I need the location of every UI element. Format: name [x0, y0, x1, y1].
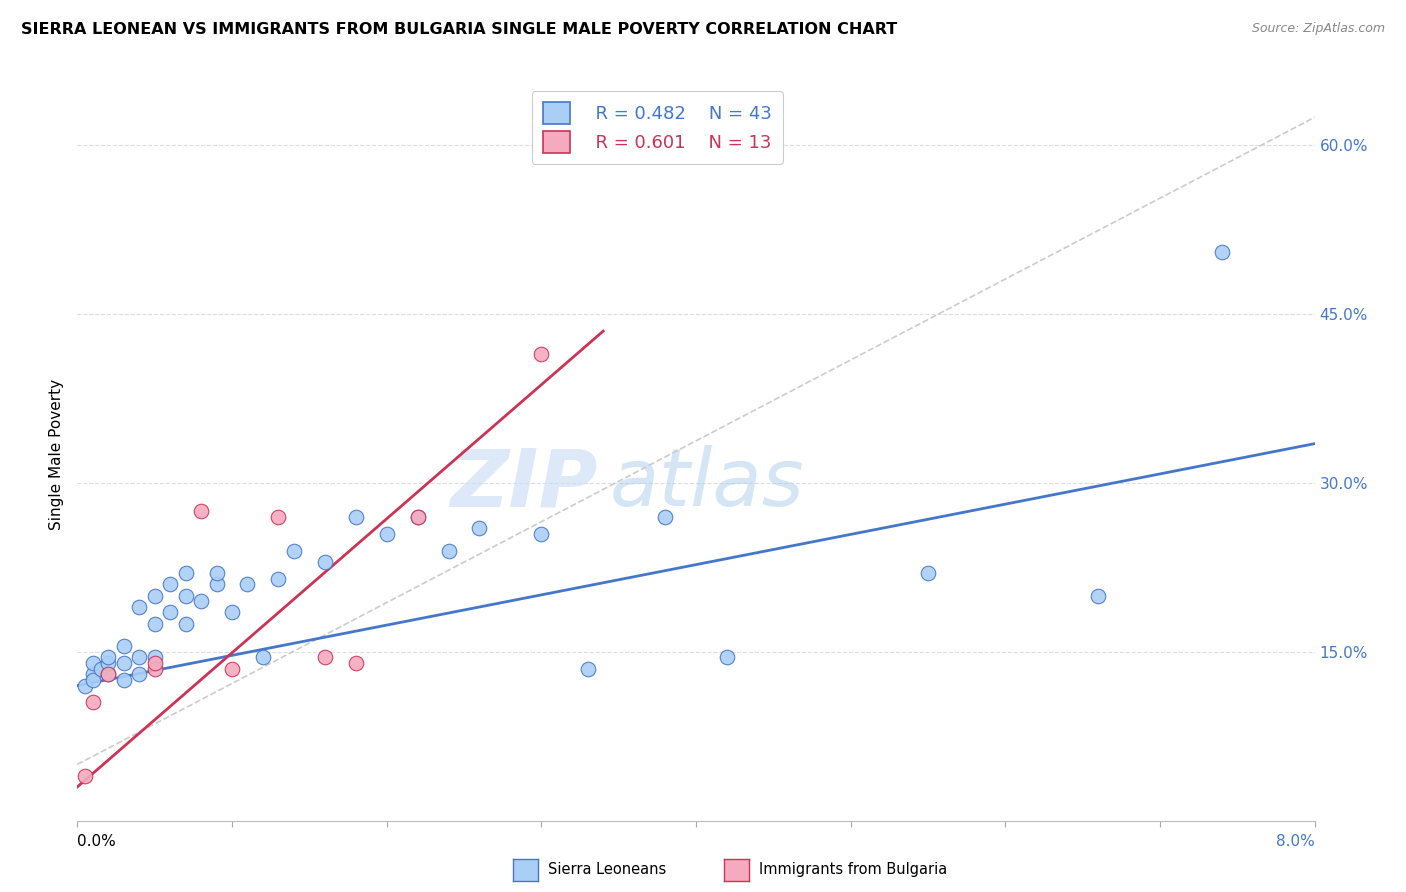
Point: [344, 509, 367, 524]
Point: [654, 509, 676, 524]
Point: [143, 656, 166, 670]
Point: [592, 116, 614, 130]
Point: [205, 577, 228, 591]
Point: [143, 616, 166, 631]
Point: [97, 650, 120, 665]
Point: [1087, 589, 1109, 603]
Point: [97, 667, 120, 681]
Point: [82, 656, 104, 670]
Point: [82, 696, 104, 710]
Point: [917, 566, 939, 580]
Point: [314, 555, 336, 569]
Point: [82, 667, 104, 681]
Point: [128, 667, 150, 681]
Point: [143, 650, 166, 665]
Point: [90, 662, 112, 676]
Point: [128, 650, 150, 665]
Point: [190, 504, 212, 518]
Point: [174, 589, 197, 603]
Point: [143, 662, 166, 676]
Text: SIERRA LEONEAN VS IMMIGRANTS FROM BULGARIA SINGLE MALE POVERTY CORRELATION CHART: SIERRA LEONEAN VS IMMIGRANTS FROM BULGAR…: [21, 22, 897, 37]
Point: [468, 521, 491, 535]
Point: [252, 650, 274, 665]
Point: [97, 667, 120, 681]
Text: Source: ZipAtlas.com: Source: ZipAtlas.com: [1251, 22, 1385, 36]
Point: [112, 656, 135, 670]
Point: [159, 606, 181, 620]
Point: [174, 616, 197, 631]
Point: [174, 566, 197, 580]
Point: [437, 543, 460, 558]
Point: [375, 526, 398, 541]
Point: [576, 662, 599, 676]
Text: Sierra Leoneans: Sierra Leoneans: [548, 863, 666, 877]
Legend:   R = 0.482    N = 43,   R = 0.601    N = 13: R = 0.482 N = 43, R = 0.601 N = 13: [531, 91, 783, 164]
Point: [82, 673, 104, 687]
Point: [143, 589, 166, 603]
Point: [283, 543, 305, 558]
Point: [159, 577, 181, 591]
Point: [128, 599, 150, 614]
Text: Immigrants from Bulgaria: Immigrants from Bulgaria: [759, 863, 948, 877]
Point: [97, 656, 120, 670]
Text: atlas: atlas: [609, 445, 804, 524]
Point: [236, 577, 259, 591]
Point: [344, 656, 367, 670]
Point: [221, 662, 243, 676]
Text: ZIP: ZIP: [450, 445, 598, 524]
Point: [267, 509, 290, 524]
Point: [75, 769, 96, 783]
Text: 0.0%: 0.0%: [77, 834, 117, 848]
Point: [406, 509, 429, 524]
Text: 8.0%: 8.0%: [1275, 834, 1315, 848]
Point: [221, 606, 243, 620]
Point: [190, 594, 212, 608]
Point: [314, 650, 336, 665]
Point: [205, 566, 228, 580]
Point: [1211, 245, 1233, 260]
Point: [112, 673, 135, 687]
Y-axis label: Single Male Poverty: Single Male Poverty: [49, 379, 65, 531]
Point: [530, 346, 553, 360]
Point: [406, 509, 429, 524]
Point: [75, 679, 96, 693]
Point: [530, 526, 553, 541]
Point: [112, 639, 135, 653]
Point: [267, 572, 290, 586]
Point: [716, 650, 738, 665]
